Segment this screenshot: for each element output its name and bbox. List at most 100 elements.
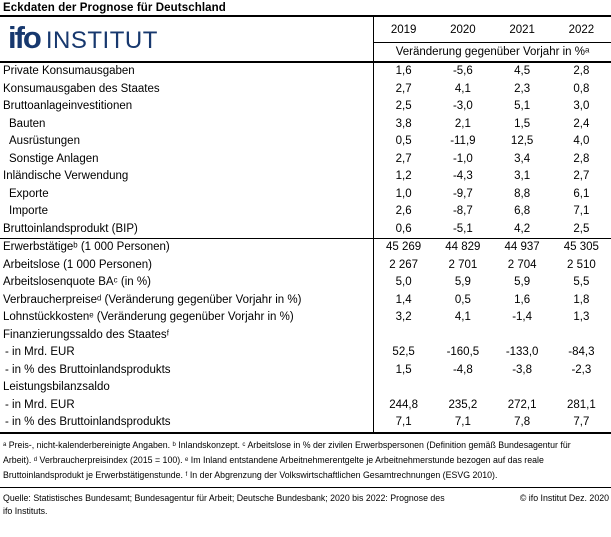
value-cell: 0,6 — [395, 222, 412, 235]
row-label: Ausrüstungen — [9, 135, 80, 147]
value-cell: -9,7 — [452, 187, 473, 200]
row-values: 1,2 -4,3 3,1 2,7 — [373, 168, 611, 186]
table-body: Private Konsumausgaben 1,6 -5,6 4,5 2,8 Konsu… — [0, 63, 611, 434]
years-row: 2019 2020 2021 2022 — [374, 17, 611, 43]
value-cell: 2,5 — [395, 100, 412, 112]
row-label: Finanzierungssaldo des Staatesᶠ — [3, 328, 170, 341]
value-cell: 2,4 — [573, 117, 590, 130]
value-cell: 3,2 — [395, 311, 412, 323]
value-cell: -5,1 — [452, 222, 473, 235]
value-cell — [493, 379, 552, 397]
table-row: - in Mrd. EUR 52,5 -160,5 -133,0 -84,3 — [0, 344, 611, 362]
year-header-2020: 2020 — [450, 23, 476, 36]
value-cell — [374, 379, 433, 397]
ifo-logo-wordmark: ifo — [8, 19, 42, 55]
value-cell: 2,3 — [514, 82, 531, 95]
value-cell: 2 510 — [566, 258, 596, 271]
row-values: 2,5 -3,0 5,1 3,0 — [373, 98, 611, 116]
value-cell: -4,3 — [452, 170, 473, 182]
value-cell: 3,8 — [395, 117, 412, 130]
value-cell: 7,1 — [454, 416, 471, 428]
source-note: Quelle: Statistisches Bundesamt; Bundesa… — [3, 492, 445, 517]
value-cell — [552, 327, 611, 345]
row-label: Erwerbstätigeᵇ (1 000 Personen) — [3, 241, 170, 253]
value-cell: 2 701 — [448, 258, 478, 271]
table-row: Arbeitslose (1 000 Personen) 2 267 2 701 2 … — [0, 256, 611, 274]
table-row: - in Mrd. EUR 244,8 235,2 272,1 281,1 — [0, 396, 611, 414]
value-cell: 12,5 — [510, 135, 534, 147]
value-cell: 0,5 — [454, 293, 471, 306]
copyright-note: © ifo Institut Dez. 2020 — [519, 492, 609, 503]
table-row: Lohnstückkostenᵉ (Veränderung gegenüber … — [0, 309, 611, 327]
value-cell: 1,2 — [395, 170, 412, 182]
value-cell: 1,5 — [395, 363, 412, 376]
table-row: Bruttoanlageinvestitionen 2,5 -3,0 5,1 3,0 — [0, 98, 611, 116]
value-cell: 2,5 — [573, 222, 590, 235]
change-vs-prior-year-subheader: Veränderung gegenüber Vorjahr in %ᵃ — [395, 46, 590, 58]
table-row: Erwerbstätigeᵇ (1 000 Personen) 45 269 44 … — [0, 239, 611, 257]
table-row: - in % des Bruttoinlandsprodukts 1,5 -4,8 -… — [0, 361, 611, 379]
footer-rule — [0, 486, 611, 488]
year-header-2021: 2021 — [509, 23, 535, 36]
table-row: Private Konsumausgaben 1,6 -5,6 4,5 2,8 — [0, 63, 611, 81]
value-cell: 6,1 — [573, 187, 590, 200]
table-row: Ausrüstungen 0,5 -11,9 12,5 4,0 — [0, 133, 611, 151]
value-cell: -4,8 — [452, 363, 473, 376]
row-values: 1,6 -5,6 4,5 2,8 — [373, 63, 611, 81]
table-row: Finanzierungssaldo des Staatesᶠ — [0, 326, 611, 345]
value-cell: 52,5 — [392, 346, 415, 358]
value-cell: 1,3 — [573, 311, 590, 323]
row-label: Lohnstückkostenᵉ (Veränderung gegenüber … — [3, 311, 294, 323]
value-cell — [433, 379, 492, 397]
row-label: Sonstige Anlagen — [9, 152, 99, 165]
row-values: 3,8 2,1 1,5 2,4 — [373, 115, 611, 133]
value-cell: 5,9 — [454, 276, 471, 288]
value-cell: 2 267 — [389, 258, 419, 271]
value-cell: 272,1 — [507, 398, 537, 411]
page-title: Eckdaten der Prognose für Deutschland — [3, 2, 226, 14]
value-cell: -3,0 — [452, 100, 473, 112]
value-cell: 45 269 — [386, 241, 422, 253]
value-cell: 1,4 — [395, 293, 412, 306]
value-cell: 7,1 — [573, 205, 590, 217]
table-row: Verbraucherpreiseᵈ (Veränderung gegenübe… — [0, 291, 611, 309]
table-row: Bruttoinlandsprodukt (BIP) 0,6 -5,1 4,2 2,5 — [0, 220, 611, 239]
row-label: Exporte — [9, 187, 49, 200]
value-cell: 7,8 — [514, 416, 531, 428]
value-cell — [493, 327, 552, 345]
table-row: Bauten 3,8 2,1 1,5 2,4 — [0, 115, 611, 133]
value-cell: 0,5 — [395, 135, 412, 147]
value-cell: -2,3 — [571, 363, 592, 376]
title-rule — [0, 15, 611, 17]
row-label: - in % des Bruttoinlandsprodukts — [5, 416, 171, 428]
value-cell: 4,0 — [573, 135, 590, 147]
value-cell — [433, 327, 492, 345]
value-cell: 1,0 — [395, 187, 412, 200]
row-label: - in Mrd. EUR — [5, 398, 75, 411]
table-row: Sonstige Anlagen 2,7 -1,0 3,4 2,8 — [0, 150, 611, 168]
value-cell: 4,5 — [514, 65, 531, 77]
table-row: Exporte 1,0 -9,7 8,8 6,1 — [0, 185, 611, 203]
value-cell: 2,6 — [395, 205, 412, 217]
value-cell: 1,8 — [573, 293, 590, 306]
value-cell: 1,6 — [395, 65, 412, 77]
value-cell: 3,4 — [514, 152, 531, 165]
row-label: - in % des Bruttoinlandsprodukts — [5, 363, 171, 376]
value-cell: -3,8 — [512, 363, 533, 376]
value-cell: -11,9 — [450, 135, 476, 147]
row-values: 2,6 -8,7 6,8 7,1 — [373, 203, 611, 221]
row-values: 0,6 -5,1 4,2 2,5 — [373, 220, 611, 238]
value-cell: 2,1 — [454, 117, 471, 130]
value-cell: 4,1 — [454, 82, 471, 95]
value-cell: 0,8 — [573, 82, 590, 95]
value-cell: 3,0 — [573, 100, 590, 112]
row-values: 3,2 4,1 -1,4 1,3 — [373, 309, 611, 327]
value-cell: 7,1 — [395, 416, 412, 428]
row-values — [373, 379, 611, 397]
row-values: 2 267 2 701 2 704 2 510 — [373, 256, 611, 274]
value-cell: 44 937 — [504, 241, 540, 253]
row-label: Bruttoanlageinvestitionen — [3, 100, 133, 112]
row-values: 45 269 44 829 44 937 45 305 — [373, 239, 611, 257]
row-values: 2,7 -1,0 3,4 2,8 — [373, 150, 611, 168]
